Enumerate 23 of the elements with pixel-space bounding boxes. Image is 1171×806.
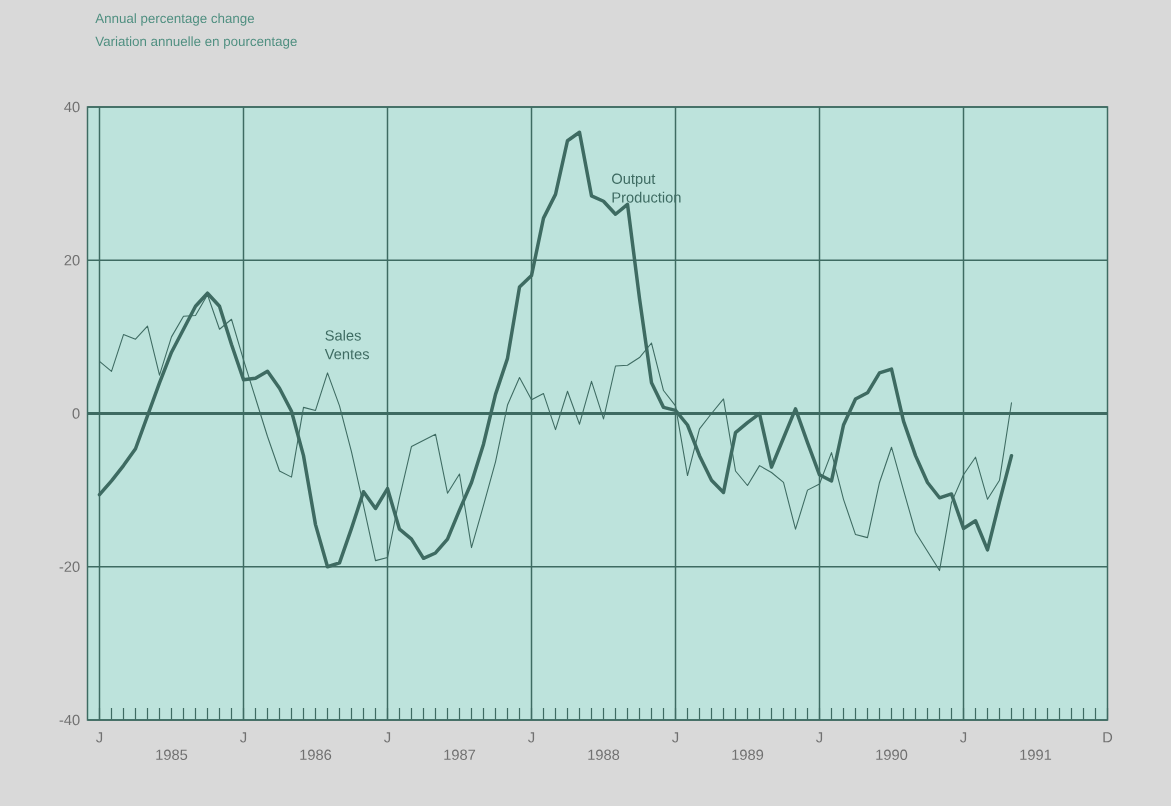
x-tick-label: J xyxy=(816,732,823,743)
chart-title: Annual percentage change xyxy=(95,13,255,26)
x-tick-label: 1986 xyxy=(300,749,332,760)
series-label: Sales Ventes xyxy=(324,329,370,360)
x-tick-label: 1987 xyxy=(444,749,476,760)
y-tick-label: 0 xyxy=(72,408,80,419)
x-tick-label: J xyxy=(672,732,679,743)
x-tick-label: J xyxy=(528,732,535,743)
x-tick-label: 1988 xyxy=(588,749,620,760)
x-tick-label: 1985 xyxy=(156,749,188,760)
y-tick-label: 40 xyxy=(64,101,80,113)
y-tick-label: -40 xyxy=(59,714,80,726)
x-tick-label: J xyxy=(960,732,967,743)
x-tick-label: 1991 xyxy=(1020,749,1052,760)
x-tick-label: 1990 xyxy=(876,749,908,760)
chart-subtitle: Variation annuelle en pourcentage xyxy=(95,36,297,49)
x-tick-label: J xyxy=(384,732,391,743)
x-tick-label: J xyxy=(96,732,103,743)
x-tick-label: 1989 xyxy=(732,749,764,760)
x-tick-label: J xyxy=(240,732,247,743)
y-tick-label: -20 xyxy=(59,561,80,572)
y-tick-label: 20 xyxy=(64,255,80,266)
x-tick-label: D xyxy=(1103,732,1113,743)
